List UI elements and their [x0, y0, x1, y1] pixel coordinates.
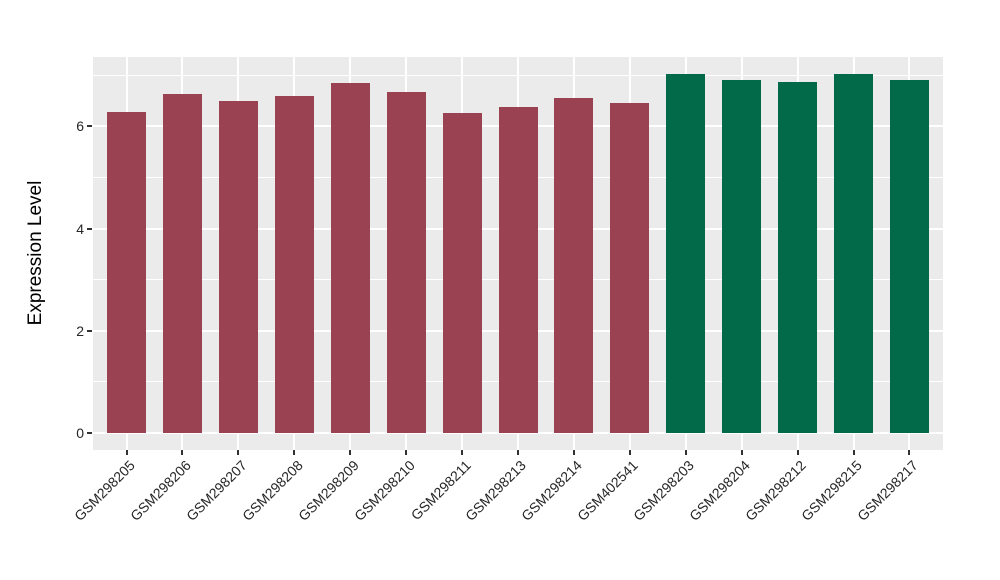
- bar-GSM298217: [889, 80, 929, 433]
- bar-GSM298214: [554, 98, 594, 433]
- x-tick-mark: [628, 450, 631, 455]
- bar-GSM298204: [722, 80, 762, 433]
- x-tick-mark: [796, 450, 799, 455]
- x-tick-mark: [517, 450, 519, 455]
- bar-GSM298211: [442, 113, 482, 433]
- bar-GSM298208: [274, 96, 314, 433]
- bar-GSM298215: [834, 74, 874, 433]
- y-axis-title-text: Expression Level: [25, 180, 46, 326]
- x-tick-mark: [852, 450, 855, 455]
- x-tick-mark: [405, 450, 408, 455]
- y-tick-mark: [87, 125, 92, 128]
- bar-GSM298207: [218, 101, 258, 433]
- x-tick-mark: [572, 450, 575, 455]
- y-tick-mark: [87, 432, 92, 434]
- x-tick-mark: [684, 450, 687, 455]
- y-tick-mark: [87, 329, 92, 332]
- x-tick-mark: [461, 450, 464, 455]
- plot-panel: [93, 57, 943, 450]
- y-tick-mark: [87, 227, 92, 230]
- bar-GSM402541: [610, 103, 650, 433]
- bar-GSM298212: [778, 82, 818, 433]
- x-tick-mark: [740, 450, 743, 455]
- bar-GSM298205: [107, 112, 147, 433]
- bar-GSM298213: [498, 107, 538, 433]
- x-tick-mark: [908, 450, 911, 455]
- x-tick-mark: [293, 450, 296, 455]
- bar-GSM298210: [386, 92, 426, 433]
- x-tick-mark: [237, 450, 240, 455]
- x-tick-mark: [125, 450, 128, 455]
- bar-GSM298209: [330, 83, 370, 433]
- x-tick-mark: [181, 450, 184, 455]
- x-tick-mark: [349, 450, 352, 455]
- bar-GSM298203: [666, 74, 706, 433]
- bar-GSM298206: [162, 94, 202, 433]
